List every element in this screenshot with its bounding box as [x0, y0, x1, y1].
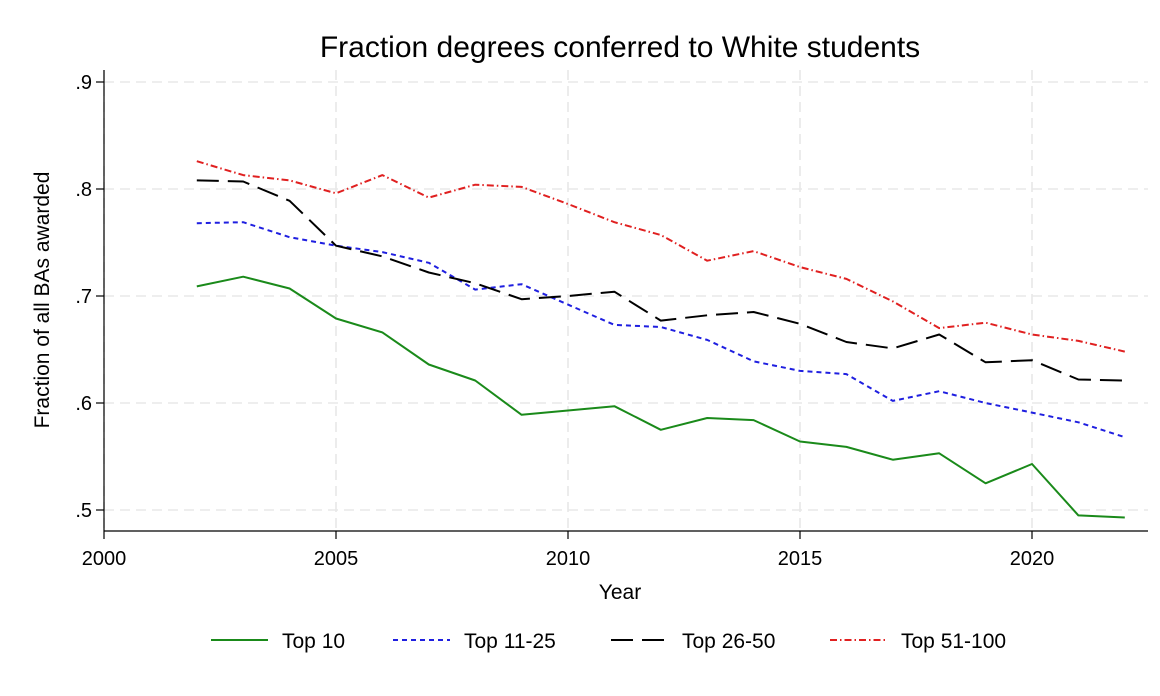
series-line-top-11-25	[196, 221, 1126, 439]
legend-label: Top 26-50	[682, 630, 775, 653]
legend-label: Top 11-25	[464, 630, 556, 653]
legend: Top 10 Top 11-25 Top 26-50 Top 51-100	[211, 630, 1006, 653]
x-tick-label: 2020	[1010, 548, 1055, 570]
chart-title: Fraction degrees conferred to White stud…	[320, 31, 920, 64]
legend-label: Top 51-100	[901, 630, 1006, 653]
x-tick-label: 2015	[778, 548, 823, 570]
x-tick-label: 2000	[82, 548, 127, 570]
legend-label: Top 10	[282, 630, 345, 653]
series-line-top-10	[196, 275, 1125, 519]
y-tick-label: .6	[75, 393, 92, 415]
series-lines	[196, 160, 1126, 519]
x-tick-label: 2010	[546, 548, 591, 570]
y-tick-label: .9	[75, 72, 92, 94]
x-tick-label: 2005	[314, 548, 359, 570]
y-ticks: .5 .6 .7 .8 .9	[75, 72, 104, 522]
series-line-top-51-100	[196, 160, 1126, 353]
series-line-top-26-50	[196, 179, 1125, 382]
axes	[103, 70, 1148, 532]
gridlines	[103, 70, 1148, 531]
y-tick-label: .5	[75, 500, 92, 522]
y-tick-label: .7	[75, 286, 92, 308]
x-axis-title: Year	[599, 581, 641, 604]
y-axis-title: Fraction of all BAs awarded	[31, 172, 54, 429]
x-ticks: 2000 2005 2010 2015 2020	[82, 531, 1055, 570]
y-tick-label: .8	[75, 179, 92, 201]
